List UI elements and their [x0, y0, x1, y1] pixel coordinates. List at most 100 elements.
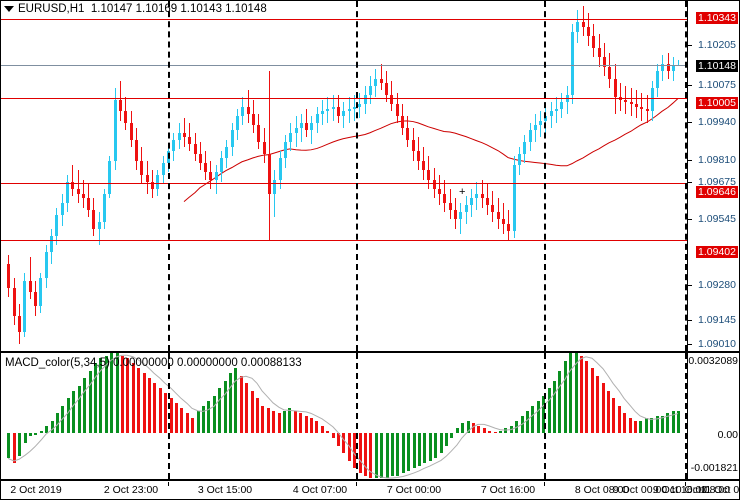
candle-body — [146, 174, 149, 182]
axis-tick — [688, 85, 692, 86]
price-tick-label: 1.10075 — [696, 79, 738, 91]
macd-bar — [164, 393, 167, 434]
candle-body — [209, 172, 212, 180]
candle-body — [263, 141, 266, 154]
macd-bar — [89, 370, 92, 434]
price-axis-value: 1.10005 — [696, 97, 738, 109]
time-axis-label: 10 Oct 08:00 — [669, 484, 731, 496]
candle-body — [77, 188, 80, 194]
macd-bar — [310, 418, 313, 434]
current-price-label[interactable]: 1.10148 — [696, 60, 738, 72]
macd-bar — [629, 418, 632, 434]
candle-body — [443, 193, 446, 203]
macd-bar — [148, 378, 151, 434]
candle-body — [199, 153, 202, 164]
candle-body — [529, 130, 532, 142]
candle-wick — [30, 257, 31, 300]
macd-bar — [364, 433, 367, 476]
candle-body — [13, 287, 16, 316]
price-level-label[interactable]: 1.10005 — [696, 97, 738, 109]
candle-body — [247, 106, 250, 114]
macd-bar — [34, 433, 37, 435]
candle-body — [465, 205, 468, 213]
price-level-label[interactable]: 1.10343 — [696, 12, 738, 24]
macd-bar — [542, 395, 545, 434]
macd-bar — [159, 388, 162, 434]
macd-bar — [29, 433, 32, 436]
time-axis-label: 2 Oct 2019 — [10, 484, 62, 496]
candle-body — [449, 203, 452, 211]
macd-bar — [105, 355, 108, 434]
candle-body — [140, 160, 143, 175]
candle-body — [661, 64, 664, 72]
candle-body — [39, 278, 42, 307]
candle-body — [438, 188, 441, 194]
price-level-line[interactable] — [1, 19, 687, 20]
vertical-gridline — [168, 353, 170, 479]
price-level-label[interactable]: 1.09402 — [696, 246, 738, 258]
candle-body — [188, 137, 191, 145]
price-axis-value: 1.10075 — [698, 79, 736, 91]
candle-body — [539, 120, 542, 126]
candle-body — [380, 78, 383, 84]
candle-body — [534, 125, 537, 131]
macd-bar — [413, 433, 416, 469]
macd-bar — [407, 433, 410, 471]
candle-wick — [301, 113, 302, 142]
macd-bar — [18, 433, 21, 456]
price-plot-area[interactable]: + — [1, 1, 687, 351]
price-level-line[interactable] — [1, 98, 687, 99]
macd-bar — [213, 395, 216, 434]
macd-bar — [283, 410, 286, 434]
candle-body — [332, 106, 335, 110]
macd-bar — [288, 408, 291, 434]
price-level-label[interactable]: 1.09646 — [696, 186, 738, 198]
price-level-line[interactable] — [1, 183, 687, 184]
candle-body — [82, 193, 85, 199]
candle-body — [172, 139, 175, 152]
vertical-gridline — [356, 353, 358, 479]
macd-plot-area[interactable] — [1, 353, 687, 479]
candle-body — [406, 127, 409, 140]
candle-body — [252, 113, 255, 126]
macd-bar — [116, 353, 119, 434]
candle-body — [646, 109, 649, 112]
macd-bar — [40, 430, 43, 434]
candle-body — [162, 163, 165, 175]
candle-body — [486, 198, 489, 206]
candle-body — [364, 94, 367, 105]
current-price-line[interactable] — [1, 65, 687, 66]
candle-body — [108, 160, 111, 194]
macd-bar — [99, 358, 102, 434]
candle-body — [124, 111, 127, 124]
macd-bar — [575, 353, 578, 434]
candle-body — [470, 198, 473, 206]
macd-bar — [666, 413, 669, 434]
macd-bar — [661, 415, 664, 434]
price-tick-label: 1.09145 — [696, 314, 738, 326]
macd-bar — [272, 410, 275, 434]
macd-bar — [326, 430, 329, 434]
macd-bar — [256, 398, 259, 434]
macd-bar — [391, 433, 394, 476]
price-level-line[interactable] — [1, 240, 687, 241]
chevron-down-icon[interactable] — [4, 5, 14, 12]
candle-body — [614, 78, 617, 98]
macd-bar — [137, 368, 140, 434]
candle-body — [18, 315, 21, 333]
macd-bar — [656, 415, 659, 434]
candle-body — [401, 116, 404, 128]
candle-body — [454, 210, 457, 220]
candle-body — [156, 174, 159, 189]
price-axis-value: 1.09646 — [696, 186, 738, 198]
macd-indicator-values: 0.00000000 0.00000000 0.00088133 — [113, 357, 302, 369]
macd-bar — [548, 388, 551, 434]
candle-body — [194, 144, 197, 154]
macd-bar — [380, 433, 383, 479]
macd-bar — [396, 433, 399, 476]
candle-body — [422, 160, 425, 171]
candle-body — [183, 132, 186, 138]
candle-body — [61, 203, 64, 215]
candle-body — [385, 83, 388, 95]
